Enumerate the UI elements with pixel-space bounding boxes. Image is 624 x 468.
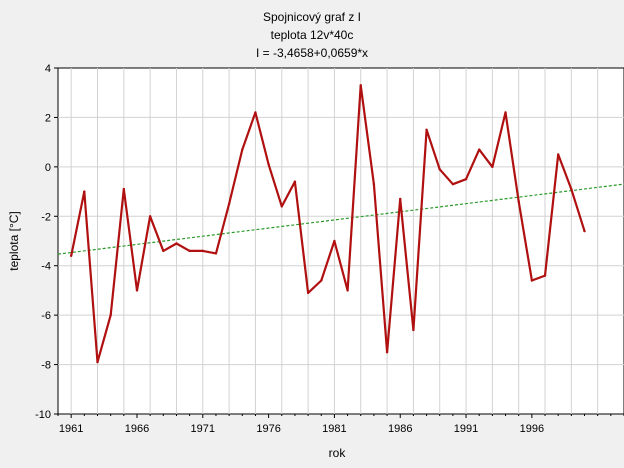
y-tick-label: -8	[41, 360, 51, 372]
x-tick-label: 1986	[388, 423, 412, 435]
data-point	[517, 200, 520, 203]
y-tick-label: 0	[45, 162, 51, 174]
temperature-series-line	[70, 84, 586, 364]
data-point	[320, 279, 323, 282]
data-point	[412, 328, 415, 332]
y-tick-label: -6	[41, 310, 51, 322]
x-tick-label: 1976	[256, 423, 280, 435]
data-point	[148, 215, 152, 218]
data-point	[399, 197, 402, 201]
data-point	[201, 249, 204, 253]
data-point	[333, 239, 336, 243]
data-point	[451, 182, 455, 186]
y-tick-label: 2	[45, 112, 51, 124]
data-point	[175, 242, 178, 245]
y-tick-label: -10	[35, 409, 51, 421]
data-point	[504, 111, 507, 114]
x-axis-label: rok	[329, 446, 347, 460]
data-point	[530, 279, 534, 282]
data-point	[346, 289, 349, 292]
data-point	[254, 111, 257, 114]
axes: 1961 1966 1971 1976 1981 1986 1991 1996 -10 -8 -6 -…	[35, 63, 624, 435]
grid	[58, 68, 624, 414]
series-group	[69, 84, 586, 364]
data-point	[359, 84, 362, 87]
data-point	[556, 153, 560, 156]
y-tick-label: -2	[41, 211, 51, 223]
y-tick-label: -4	[41, 261, 51, 273]
data-point	[109, 313, 112, 317]
data-point	[69, 254, 73, 258]
y-axis-label: teplota [°C]	[7, 211, 21, 271]
data-point	[241, 148, 244, 151]
trendline-group	[57, 183, 624, 255]
data-point	[583, 229, 586, 233]
x-tick-label: 1996	[520, 423, 544, 435]
data-point	[214, 252, 218, 255]
data-point	[543, 274, 547, 277]
y-tick-label: 4	[45, 63, 51, 75]
chart-title-line-1: Spojnicový graf z I	[263, 10, 361, 24]
chart-title-line-3: I = -3,4658+0,0659*x	[256, 46, 368, 60]
data-point	[280, 205, 283, 208]
data-point	[135, 289, 139, 292]
plot-area	[57, 67, 624, 415]
data-point	[570, 187, 573, 191]
data-point	[267, 163, 270, 166]
data-point	[478, 148, 481, 151]
data-point	[306, 291, 310, 295]
data-point	[464, 178, 468, 181]
data-point	[122, 187, 126, 191]
x-tick-label: 1991	[454, 423, 478, 435]
data-point	[96, 360, 99, 364]
x-tick-label: 1981	[322, 423, 346, 435]
data-point	[438, 168, 441, 171]
x-tick-label: 1966	[125, 423, 149, 435]
data-point	[491, 165, 494, 169]
data-point	[293, 180, 297, 183]
data-point	[83, 190, 86, 193]
data-point	[188, 249, 191, 253]
data-point	[372, 182, 376, 186]
data-point	[385, 351, 389, 354]
x-tick-label: 1971	[191, 423, 215, 435]
x-tick-label: 1961	[59, 423, 83, 435]
chart-title-line-2: teplota 12v*40c	[271, 28, 354, 42]
regression-trendline	[57, 183, 624, 255]
data-point	[162, 249, 165, 253]
data-point	[227, 202, 231, 206]
data-point	[425, 128, 428, 131]
